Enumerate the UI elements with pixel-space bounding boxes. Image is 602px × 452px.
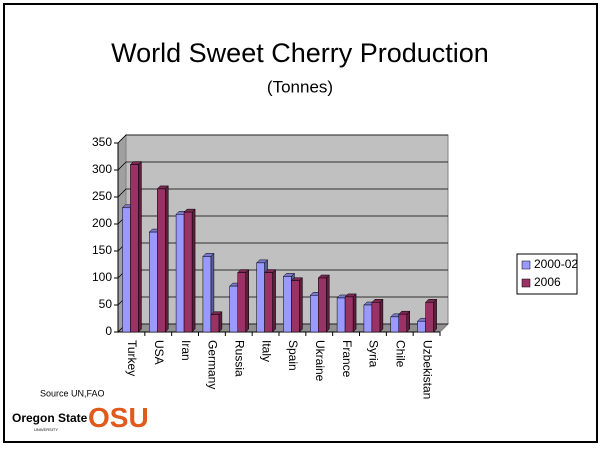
- y-tick-label: 250: [92, 189, 112, 203]
- bar: [291, 280, 300, 333]
- logo-name: Oregon State: [12, 411, 88, 425]
- bar: [256, 262, 265, 333]
- logo-mark: OSU: [88, 402, 149, 433]
- bar: [390, 316, 399, 333]
- legend-swatch: [521, 278, 531, 288]
- bar: [237, 272, 246, 333]
- bar: [310, 295, 319, 333]
- x-tick-label: Italy: [259, 340, 273, 362]
- bar: [264, 272, 273, 333]
- bar: [149, 231, 158, 333]
- legend-label: 2006: [534, 275, 561, 289]
- chart-title: World Sweet Cherry Production: [111, 38, 489, 68]
- bar-side: [272, 268, 276, 333]
- bar-side: [191, 208, 196, 333]
- x-tick-label: Uzbekistan: [420, 340, 434, 399]
- x-tick-label: Turkey: [125, 340, 139, 376]
- chart-subtitle: (Tonnes): [267, 77, 333, 96]
- bar-side: [406, 310, 410, 333]
- x-tick-label: France: [340, 340, 354, 378]
- bar: [344, 296, 354, 333]
- legend-label: 2000-02: [534, 257, 578, 271]
- bar-side: [352, 293, 357, 333]
- bar: [283, 276, 292, 333]
- x-tick-label: Germany: [206, 340, 220, 389]
- y-tick-label: 200: [92, 216, 112, 230]
- bar-side: [138, 160, 142, 333]
- source-note: Source UN,FAO: [40, 388, 105, 398]
- y-tick-label: 300: [92, 162, 112, 176]
- x-tick-label: Ukraine: [313, 340, 327, 382]
- grid-line: [117, 188, 448, 198]
- bar: [175, 214, 185, 333]
- x-tick-label: Syria: [367, 340, 381, 368]
- bar-side: [433, 298, 437, 333]
- bar: [425, 302, 434, 333]
- legend-swatch: [521, 260, 531, 270]
- bar: [183, 211, 193, 333]
- bar: [371, 302, 381, 333]
- x-tick-label: USA: [152, 340, 166, 365]
- x-tick-label: Chile: [394, 340, 408, 368]
- bar: [122, 207, 131, 333]
- y-tick-label: 100: [92, 270, 112, 284]
- bar-side: [218, 311, 223, 333]
- logo-sub: UNIVERSITY: [34, 427, 58, 432]
- bar: [229, 285, 238, 333]
- bar-side: [326, 274, 330, 333]
- bar: [202, 256, 212, 333]
- x-tick-label: Russia: [233, 340, 247, 377]
- bar: [336, 297, 346, 333]
- grid-line: [117, 134, 448, 144]
- bar-side: [379, 298, 384, 333]
- y-tick-label: 50: [99, 297, 113, 311]
- grid-line: [117, 161, 448, 171]
- legend-box: [516, 253, 578, 295]
- bar: [417, 320, 426, 333]
- bar-side: [165, 185, 169, 333]
- bar-side: [299, 277, 303, 333]
- bar-side: [245, 268, 249, 333]
- y-tick-label: 0: [105, 324, 112, 338]
- x-tick-label: Spain: [286, 340, 300, 371]
- bar: [363, 304, 373, 333]
- y-tick-label: 150: [92, 243, 112, 257]
- bar: [157, 188, 166, 333]
- bar: [318, 277, 327, 333]
- y-tick-label: 350: [92, 135, 112, 149]
- bar: [210, 314, 220, 333]
- bar: [130, 164, 139, 333]
- bar: [398, 313, 407, 333]
- x-tick-label: Iran: [179, 340, 193, 361]
